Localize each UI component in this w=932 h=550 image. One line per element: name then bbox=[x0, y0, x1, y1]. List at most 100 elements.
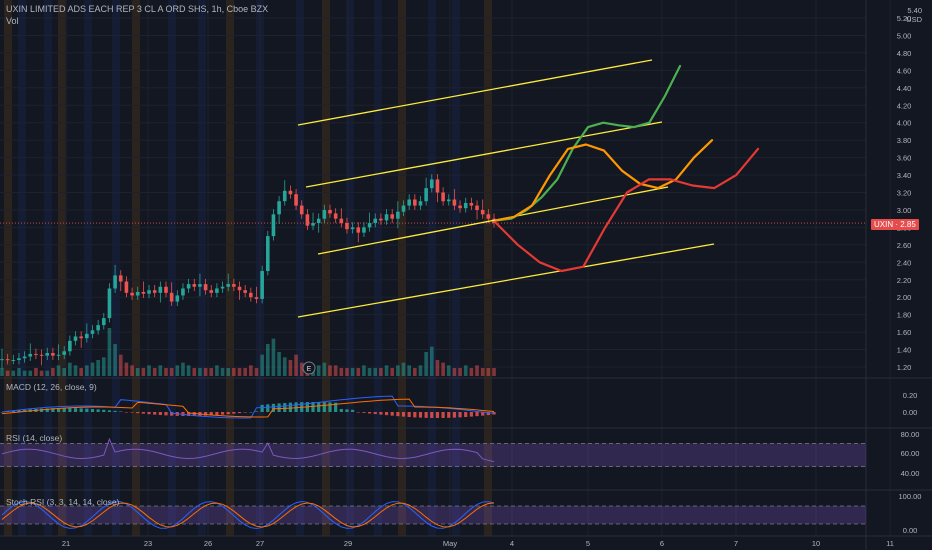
candle-body bbox=[288, 190, 293, 195]
candle-body bbox=[305, 214, 310, 226]
macd-histogram-bar bbox=[17, 410, 21, 412]
macd-histogram-bar bbox=[62, 408, 66, 412]
volume-bar bbox=[232, 368, 236, 376]
macd-histogram-bar bbox=[119, 411, 123, 412]
candle-body bbox=[254, 297, 259, 299]
macd-histogram-bar bbox=[334, 402, 338, 412]
price-tick: 2.60 bbox=[897, 241, 912, 250]
macd-title[interactable]: MACD (12, 26, close, 9) bbox=[6, 382, 97, 392]
session-band bbox=[374, 0, 382, 536]
candle-body bbox=[441, 192, 445, 202]
volume-bar bbox=[492, 368, 496, 376]
macd-histogram-bar bbox=[73, 408, 78, 412]
macd-histogram-bar bbox=[102, 409, 106, 412]
candle-body bbox=[446, 199, 451, 202]
rsi-tick: 80.00 bbox=[901, 430, 920, 439]
volume-label: Vol bbox=[6, 16, 19, 26]
volume-bar bbox=[90, 362, 95, 376]
candle-body bbox=[11, 360, 16, 362]
volume-bar bbox=[384, 365, 389, 376]
session-band bbox=[44, 0, 52, 536]
candle-body bbox=[475, 205, 479, 210]
macd-histogram-bar bbox=[362, 412, 366, 413]
stoch-rsi-title[interactable]: Stoch RSI (3, 3, 14, 14, close) bbox=[6, 497, 120, 507]
session-band bbox=[84, 0, 92, 536]
macd-line bbox=[1, 395, 495, 419]
scenario-path-red bbox=[494, 147, 760, 273]
price-tick: 4.40 bbox=[897, 84, 912, 93]
candle-body bbox=[282, 190, 287, 202]
price-tick: 3.40 bbox=[897, 171, 912, 180]
candle-body bbox=[198, 284, 202, 287]
macd-histogram-bar bbox=[79, 408, 83, 412]
price-tick: 4.20 bbox=[897, 101, 912, 110]
candle-body bbox=[5, 359, 10, 361]
macd-histogram-bar bbox=[164, 412, 168, 416]
macd-histogram-bar bbox=[266, 404, 270, 412]
candle-body bbox=[480, 209, 485, 215]
macd-histogram-bar bbox=[384, 412, 389, 416]
macd-histogram-bar bbox=[277, 403, 281, 412]
time-tick: 4 bbox=[510, 539, 514, 548]
volume-bar bbox=[362, 365, 366, 376]
candle-body bbox=[73, 336, 78, 341]
volume-bar bbox=[118, 354, 123, 376]
currency-label: USD bbox=[906, 15, 922, 24]
volume-bar bbox=[175, 365, 180, 376]
volume-bar bbox=[22, 370, 27, 376]
price-tick: 1.80 bbox=[897, 311, 912, 320]
macd-histogram-bar bbox=[147, 412, 151, 415]
candle-body bbox=[96, 325, 100, 331]
price-tick: 2.20 bbox=[897, 276, 912, 285]
rsi-line bbox=[1, 437, 495, 463]
candle-body bbox=[373, 218, 378, 224]
macd-histogram-bar bbox=[215, 412, 219, 416]
volume-bar bbox=[101, 357, 106, 376]
macd-histogram-bar bbox=[243, 412, 247, 413]
symbol-title[interactable]: UXIN LIMITED ADS EACH REP 3 CL A ORD SHS… bbox=[6, 4, 269, 14]
macd-histogram-bar bbox=[51, 408, 55, 412]
rsi-tick: 40.00 bbox=[901, 469, 920, 478]
candle-body bbox=[379, 218, 383, 221]
macd-histogram-bar bbox=[45, 408, 49, 412]
macd-histogram-bar bbox=[345, 409, 349, 412]
candle-body bbox=[0, 359, 4, 361]
price-tick: 4.00 bbox=[897, 119, 912, 128]
volume-bar bbox=[79, 368, 83, 376]
candle-body bbox=[333, 213, 338, 219]
session-band bbox=[322, 0, 330, 536]
price-tick: 4.60 bbox=[897, 66, 912, 75]
macd-histogram-bar bbox=[464, 412, 468, 418]
candle-body bbox=[311, 223, 315, 226]
macd-histogram-bar bbox=[418, 412, 423, 418]
macd-histogram-bar bbox=[475, 412, 479, 417]
macd-histogram-bar bbox=[232, 412, 236, 414]
candle-body bbox=[90, 330, 95, 334]
candle-body bbox=[316, 218, 321, 224]
macd-histogram-bar bbox=[435, 412, 440, 418]
macd-histogram-bar bbox=[379, 412, 383, 415]
candle-body bbox=[232, 284, 236, 287]
rsi-title[interactable]: RSI (14, close) bbox=[6, 433, 63, 443]
time-tick: 5 bbox=[586, 539, 590, 548]
macd-histogram-bar bbox=[322, 402, 326, 412]
volume-bar bbox=[339, 368, 344, 376]
time-tick: 10 bbox=[812, 539, 820, 548]
volume-bar bbox=[226, 368, 231, 376]
rsi-tick: 60.00 bbox=[901, 449, 920, 458]
volume-bar bbox=[396, 365, 400, 376]
volume-bar bbox=[107, 328, 112, 376]
stoch-tick: 100.00 bbox=[899, 492, 922, 501]
volume-bar bbox=[288, 360, 293, 376]
macd-histogram-bar bbox=[203, 412, 208, 416]
candle-body bbox=[277, 201, 281, 215]
volume-bar bbox=[271, 338, 276, 376]
session-band bbox=[168, 0, 176, 536]
macd-histogram-bar bbox=[220, 412, 225, 415]
candle-body bbox=[294, 194, 298, 206]
macd-histogram-bar bbox=[328, 402, 332, 412]
volume-bar bbox=[418, 365, 423, 376]
macd-histogram-bar bbox=[113, 410, 117, 412]
